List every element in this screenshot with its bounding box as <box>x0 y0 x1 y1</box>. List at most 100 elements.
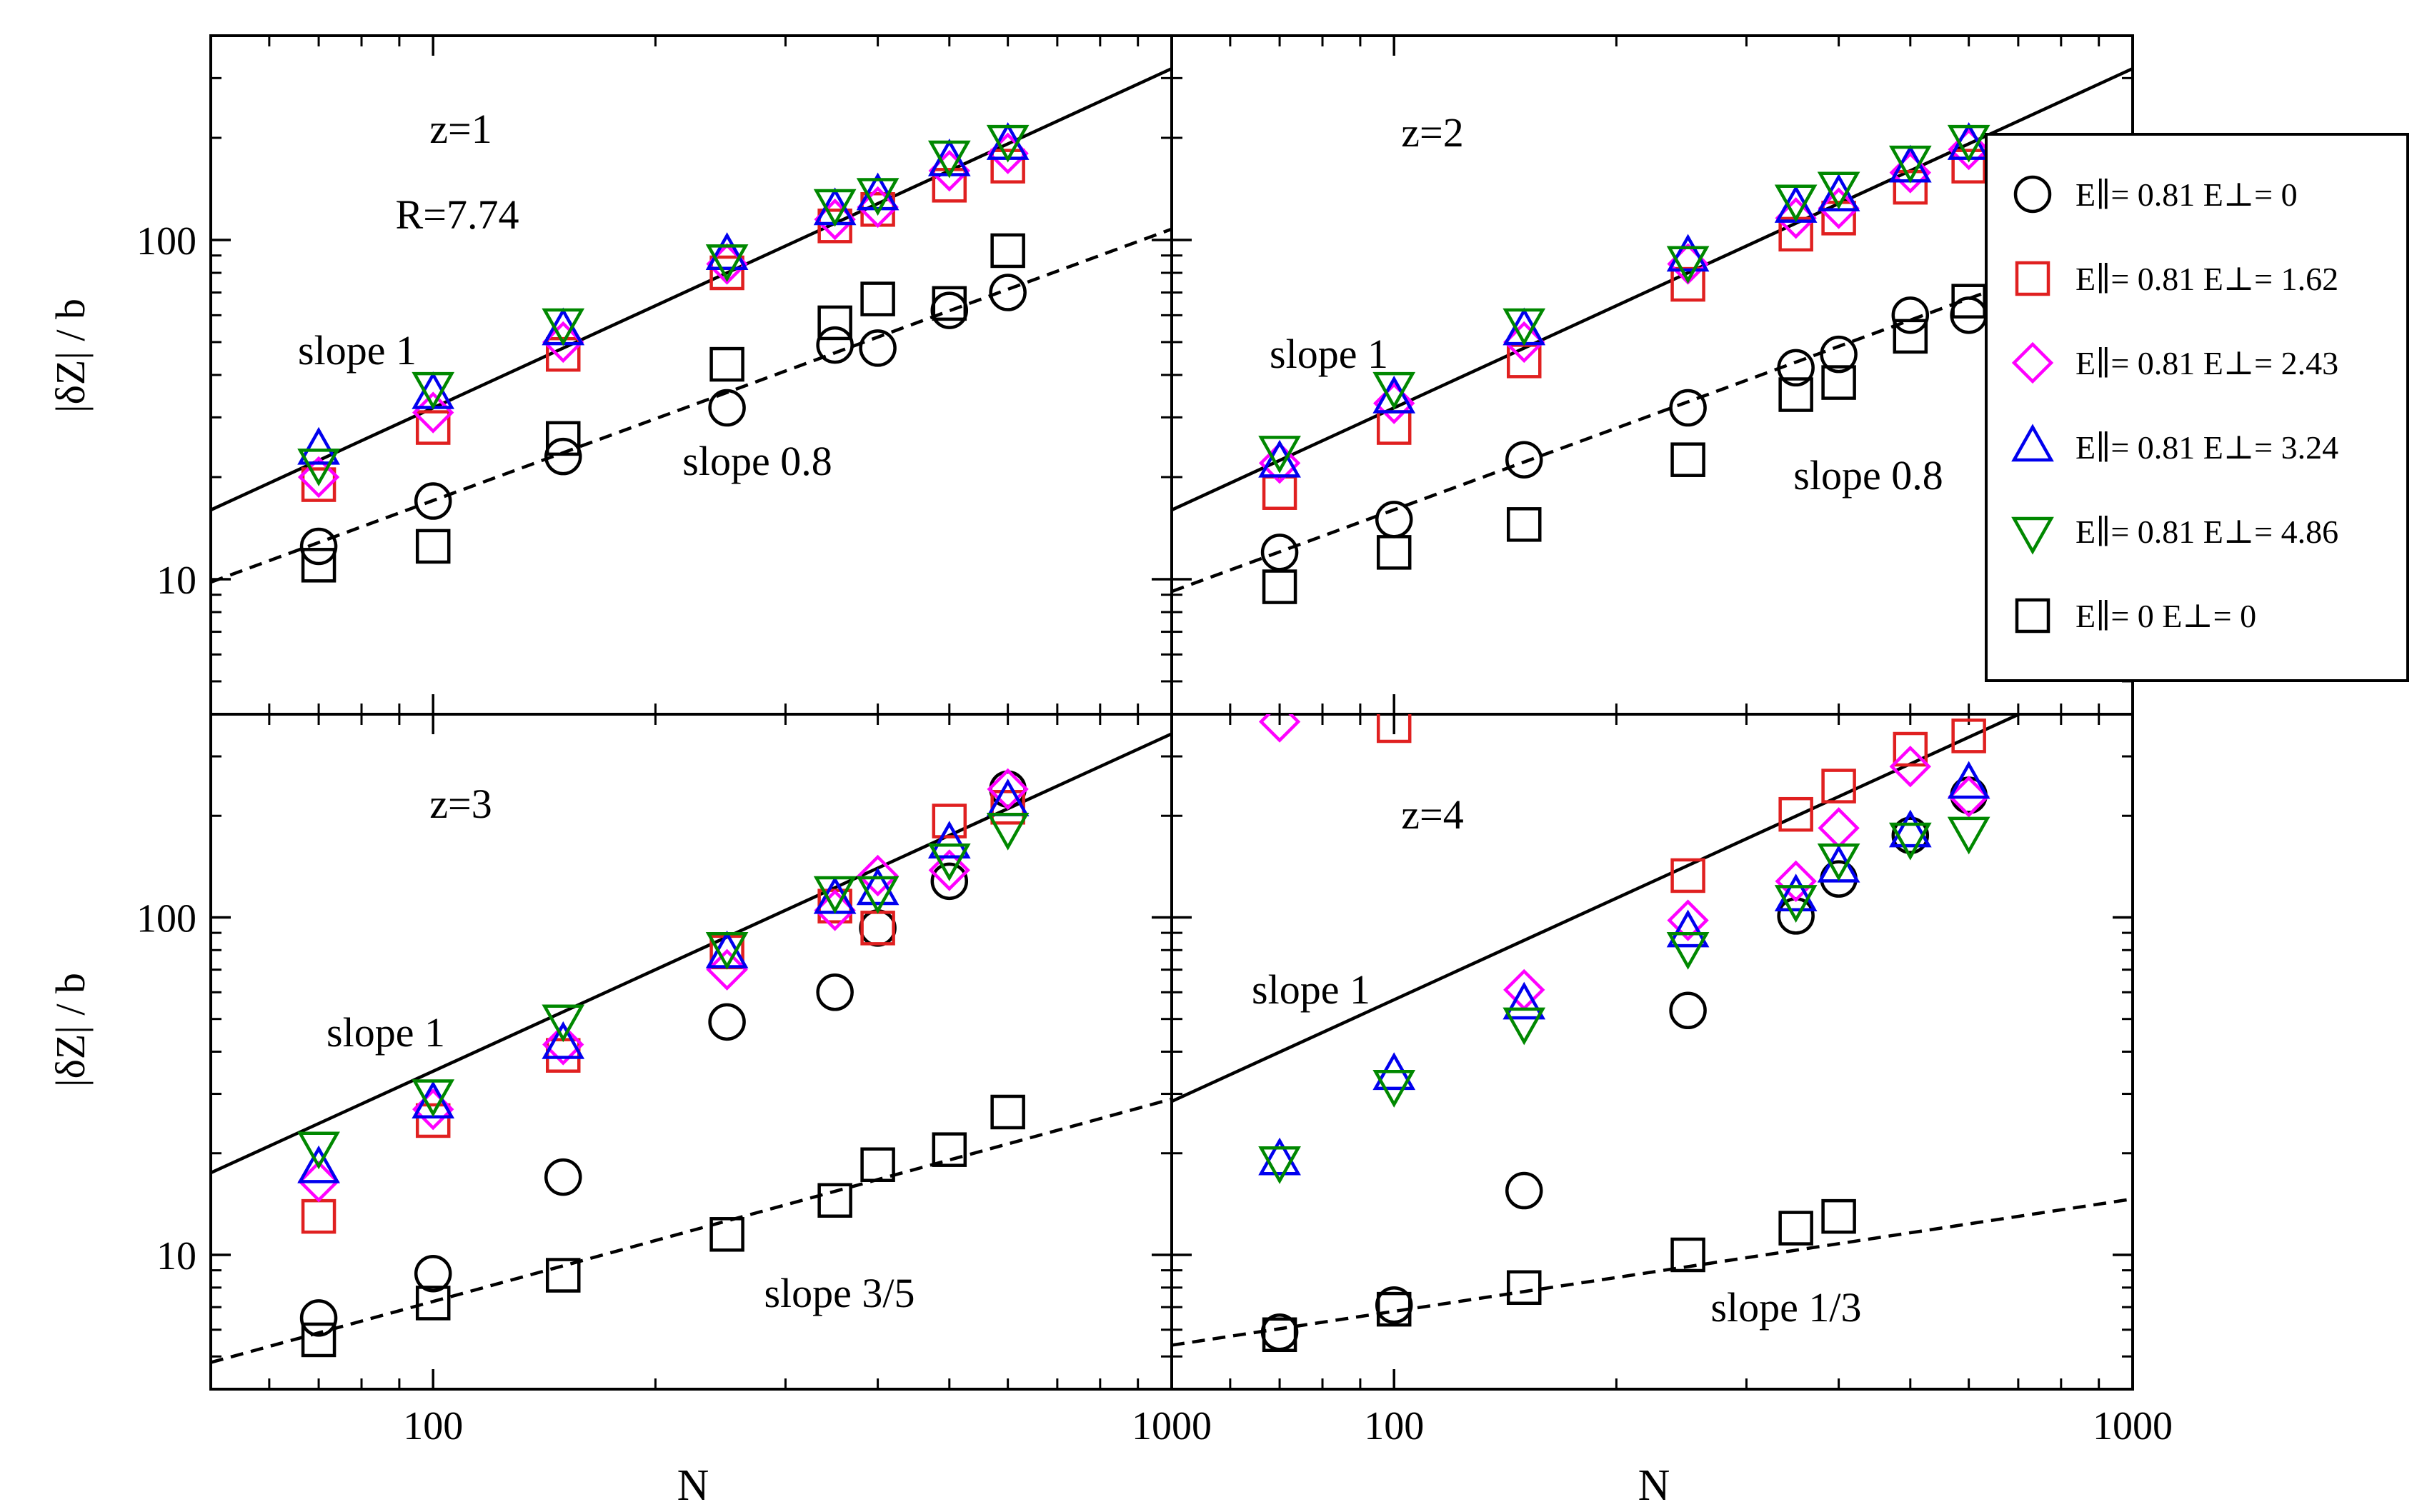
data-point-E243 <box>1889 151 1931 194</box>
data-point-E00 <box>1778 377 1813 412</box>
data-point-E00 <box>545 421 581 456</box>
data-point-E0 <box>1669 389 1707 427</box>
legend-marker-E243 <box>2011 341 2054 384</box>
data-point-E0 <box>859 329 897 367</box>
data-point-E324 <box>1666 909 1710 948</box>
y-axis-label-top: |δZ| / b <box>47 299 94 413</box>
data-point-E162 <box>1821 768 1856 803</box>
data-point-E0 <box>1777 349 1815 387</box>
data-point-E0 <box>1505 1171 1543 1210</box>
data-point-E486 <box>856 178 899 216</box>
data-point-E162 <box>817 209 852 244</box>
data-point-E324 <box>1666 234 1710 272</box>
data-point-E243 <box>1258 714 1301 743</box>
legend-frame <box>1985 133 2409 682</box>
data-point-E00 <box>932 286 967 321</box>
data-point-E486 <box>542 1004 585 1043</box>
data-point-E324 <box>856 867 899 906</box>
legend-label-E243: E∥= 0.81 E⊥= 2.43 <box>2075 345 2338 381</box>
data-point-E00 <box>817 305 852 341</box>
data-point-E486 <box>1888 822 1932 861</box>
x-tick-label: 100 <box>1364 1404 1424 1448</box>
data-point-E324 <box>856 172 899 211</box>
data-point-E324 <box>1888 809 1932 848</box>
data-point-E00 <box>1506 1270 1542 1306</box>
data-point-E243 <box>1258 442 1301 484</box>
x-tick-label: 1000 <box>1132 1404 1212 1448</box>
data-point-E486 <box>412 1079 455 1118</box>
slope-label-dashed: slope 0.8 <box>682 438 832 484</box>
slope-label-solid: slope 1 <box>1270 331 1388 377</box>
panel-title: z=1 <box>429 106 492 152</box>
data-point-E0 <box>1891 296 1930 334</box>
slope-label-solid: slope 1 <box>1252 966 1370 1013</box>
data-point-E0 <box>708 1003 746 1041</box>
data-point-E00 <box>1821 1198 1856 1234</box>
slope-label-dashed: slope 1/3 <box>1710 1284 1861 1331</box>
data-point-E162 <box>1893 731 1928 767</box>
data-point-E162 <box>990 149 1025 184</box>
data-point-E00 <box>1951 284 1986 319</box>
data-point-E00 <box>990 1094 1025 1130</box>
slope-label-solid: slope 1 <box>298 327 417 374</box>
data-point-E0 <box>544 437 582 476</box>
data-point-E00 <box>990 233 1025 269</box>
fit-line-solid <box>211 66 1172 512</box>
data-point-E324 <box>1372 375 1416 414</box>
data-point-E243 <box>1818 187 1860 229</box>
data-point-E00 <box>545 1258 581 1293</box>
panel-title: z=4 <box>1401 791 1463 838</box>
data-point-E0 <box>708 389 746 427</box>
data-point-E243 <box>297 1161 340 1203</box>
data-point-E0 <box>544 1158 582 1196</box>
fit-line-dashed <box>1172 1197 2133 1347</box>
data-point-E243 <box>542 1023 584 1066</box>
legend-label-E00: E∥= 0 E⊥= 0 <box>2075 598 2256 634</box>
x-axis-label-left: N <box>677 1461 709 1510</box>
data-point-E486 <box>927 140 971 179</box>
data-point-E0 <box>414 1254 452 1293</box>
data-point-E162 <box>932 168 967 203</box>
fit-lines <box>1172 714 2133 1347</box>
fit-line-solid <box>1172 66 2133 512</box>
data-point-E486 <box>1372 371 1416 410</box>
fit-line-dashed <box>211 1097 1172 1364</box>
data-point-E486 <box>297 1131 340 1170</box>
data-markers <box>1258 714 1990 1353</box>
y-tick-label: 10 <box>156 1234 196 1278</box>
data-point-E243 <box>1948 128 1990 171</box>
y-tick-label: 100 <box>136 896 196 941</box>
data-point-E162 <box>1376 714 1412 744</box>
data-point-E243 <box>706 948 748 991</box>
data-point-E324 <box>1947 761 1990 799</box>
data-point-E486 <box>297 449 340 486</box>
data-point-E0 <box>816 973 854 1011</box>
data-point-E0 <box>299 527 338 566</box>
data-point-E0 <box>1820 335 1858 374</box>
legend: E∥= 0.81 E⊥= 0 E∥= 0.81 E⊥= 1.62 E∥= 0.81 … <box>1985 133 2409 682</box>
data-point-E486 <box>1258 1146 1301 1184</box>
data-point-E162 <box>1951 719 1986 754</box>
data-point-E486 <box>1817 171 1860 210</box>
data-point-E162 <box>415 410 451 445</box>
data-point-E324 <box>1774 873 1818 912</box>
data-point-E00 <box>932 1132 967 1167</box>
data-point-E162 <box>932 803 967 838</box>
fit-line-dashed <box>211 227 1172 584</box>
data-point-E486 <box>1888 145 1932 184</box>
data-point-E00 <box>1262 1317 1297 1353</box>
data-point-E486 <box>1666 246 1710 284</box>
slope-label-dashed: slope 3/5 <box>764 1270 915 1316</box>
data-point-E486 <box>1947 124 1990 163</box>
data-point-E324 <box>1258 439 1301 478</box>
data-point-E243 <box>1667 899 1709 941</box>
data-point-E00 <box>1893 319 1928 354</box>
data-point-E0 <box>1891 816 1930 854</box>
data-point-E00 <box>1670 442 1705 477</box>
data-point-E486 <box>1774 885 1818 923</box>
data-point-E486 <box>412 371 455 410</box>
legend-marker-E0 <box>2013 175 2052 214</box>
data-point-E486 <box>813 189 857 227</box>
data-point-E162 <box>415 1103 451 1138</box>
